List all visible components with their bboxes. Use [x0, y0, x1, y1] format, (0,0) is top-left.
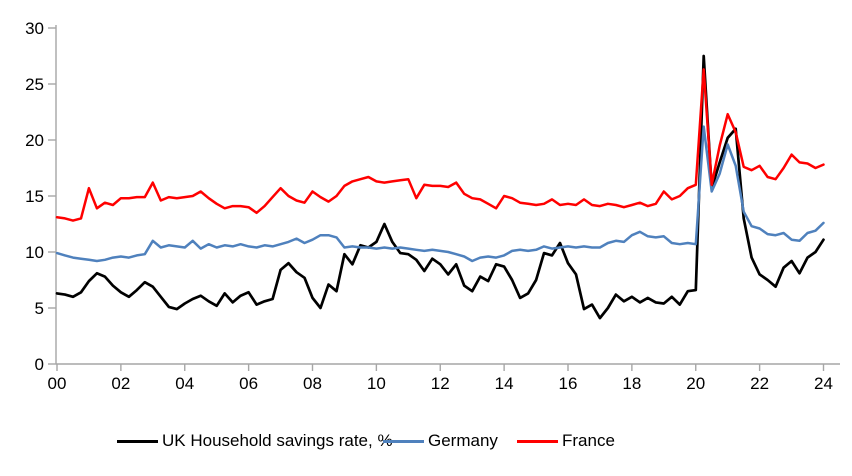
y-axis-tick-label: 30 — [25, 19, 44, 38]
legend-label-germany: Germany — [428, 431, 498, 450]
series-line-germany — [55, 125, 825, 263]
x-axis-tick-label: 18 — [622, 374, 641, 393]
legend-line-france — [517, 439, 558, 443]
x-axis-tick-label: 00 — [48, 374, 67, 393]
legend-line-uk — [117, 439, 158, 443]
series-line-france — [55, 68, 825, 222]
x-axis-tick-label: 16 — [559, 374, 578, 393]
legend-label-uk: UK Household savings rate, % — [162, 431, 393, 450]
y-axis-tick-label: 5 — [35, 299, 44, 318]
x-axis-tick-label: 06 — [239, 374, 258, 393]
y-axis-tick-label: 10 — [25, 243, 44, 262]
x-axis-tick-label: 22 — [750, 374, 769, 393]
legend-item-uk: UK Household savings rate, % — [117, 431, 393, 451]
chart-legend: UK Household savings rate, % Germany Fra… — [0, 431, 852, 451]
series-line-uk — [55, 54, 825, 320]
y-axis-tick-label: 25 — [25, 75, 44, 94]
x-axis-tick-label: 12 — [431, 374, 450, 393]
legend-item-germany: Germany — [383, 431, 498, 451]
plot-area: 0 5 10 15 20 25 30 00 02 04 06 08 10 12 14 16 18 20 22 24 — [25, 19, 840, 393]
x-axis-tick-label: 24 — [814, 374, 833, 393]
legend-item-france: France — [517, 431, 615, 451]
x-axis-tick-label: 10 — [367, 374, 386, 393]
y-axis-tick-label: 0 — [35, 355, 44, 374]
x-axis-tick-label: 20 — [686, 374, 705, 393]
x-axis-tick-label: 08 — [303, 374, 322, 393]
legend-label-france: France — [562, 431, 615, 450]
y-axis-tick-label: 15 — [25, 187, 44, 206]
x-axis-tick-label: 14 — [495, 374, 514, 393]
y-axis-tick-label: 20 — [25, 131, 44, 150]
x-axis-tick-label: 02 — [111, 374, 130, 393]
x-axis-tick-label: 04 — [175, 374, 194, 393]
legend-line-germany — [383, 439, 424, 443]
